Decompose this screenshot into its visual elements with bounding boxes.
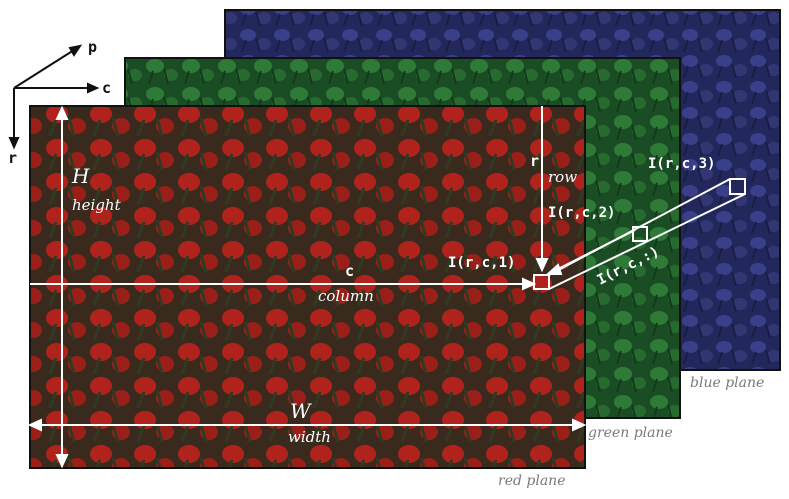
red-plane: red plane bbox=[29, 105, 586, 489]
blue-plane-label: blue plane bbox=[690, 375, 764, 391]
axis-p-label: p bbox=[88, 38, 97, 56]
row-word: row bbox=[548, 168, 577, 186]
height-symbol: H bbox=[71, 164, 90, 188]
axis-c-label: c bbox=[102, 79, 111, 97]
axis-indicator bbox=[8, 44, 100, 150]
pixel-label-ch2: I(r,c,2) bbox=[548, 205, 615, 221]
row-arrow bbox=[535, 106, 549, 273]
pixel-box-red bbox=[533, 274, 550, 290]
column-arrow bbox=[30, 277, 537, 291]
row-symbol: r bbox=[530, 152, 539, 170]
height-word: height bbox=[72, 196, 122, 214]
red-plane-label: red plane bbox=[498, 473, 565, 489]
pixel-box-blue bbox=[729, 178, 746, 195]
column-word: column bbox=[318, 287, 374, 305]
pixel-label-ch3: I(r,c,3) bbox=[648, 156, 715, 172]
column-symbol: c bbox=[345, 262, 354, 280]
axis-r-label: r bbox=[8, 149, 17, 167]
height-arrow bbox=[55, 105, 69, 469]
width-symbol: W bbox=[290, 399, 312, 423]
width-word: width bbox=[288, 428, 331, 446]
width-arrow bbox=[27, 418, 587, 432]
pixel-vector-arrow bbox=[545, 229, 636, 275]
green-plane-label: green plane bbox=[588, 425, 673, 441]
pixel-label-ch1: I(r,c,1) bbox=[448, 255, 515, 271]
